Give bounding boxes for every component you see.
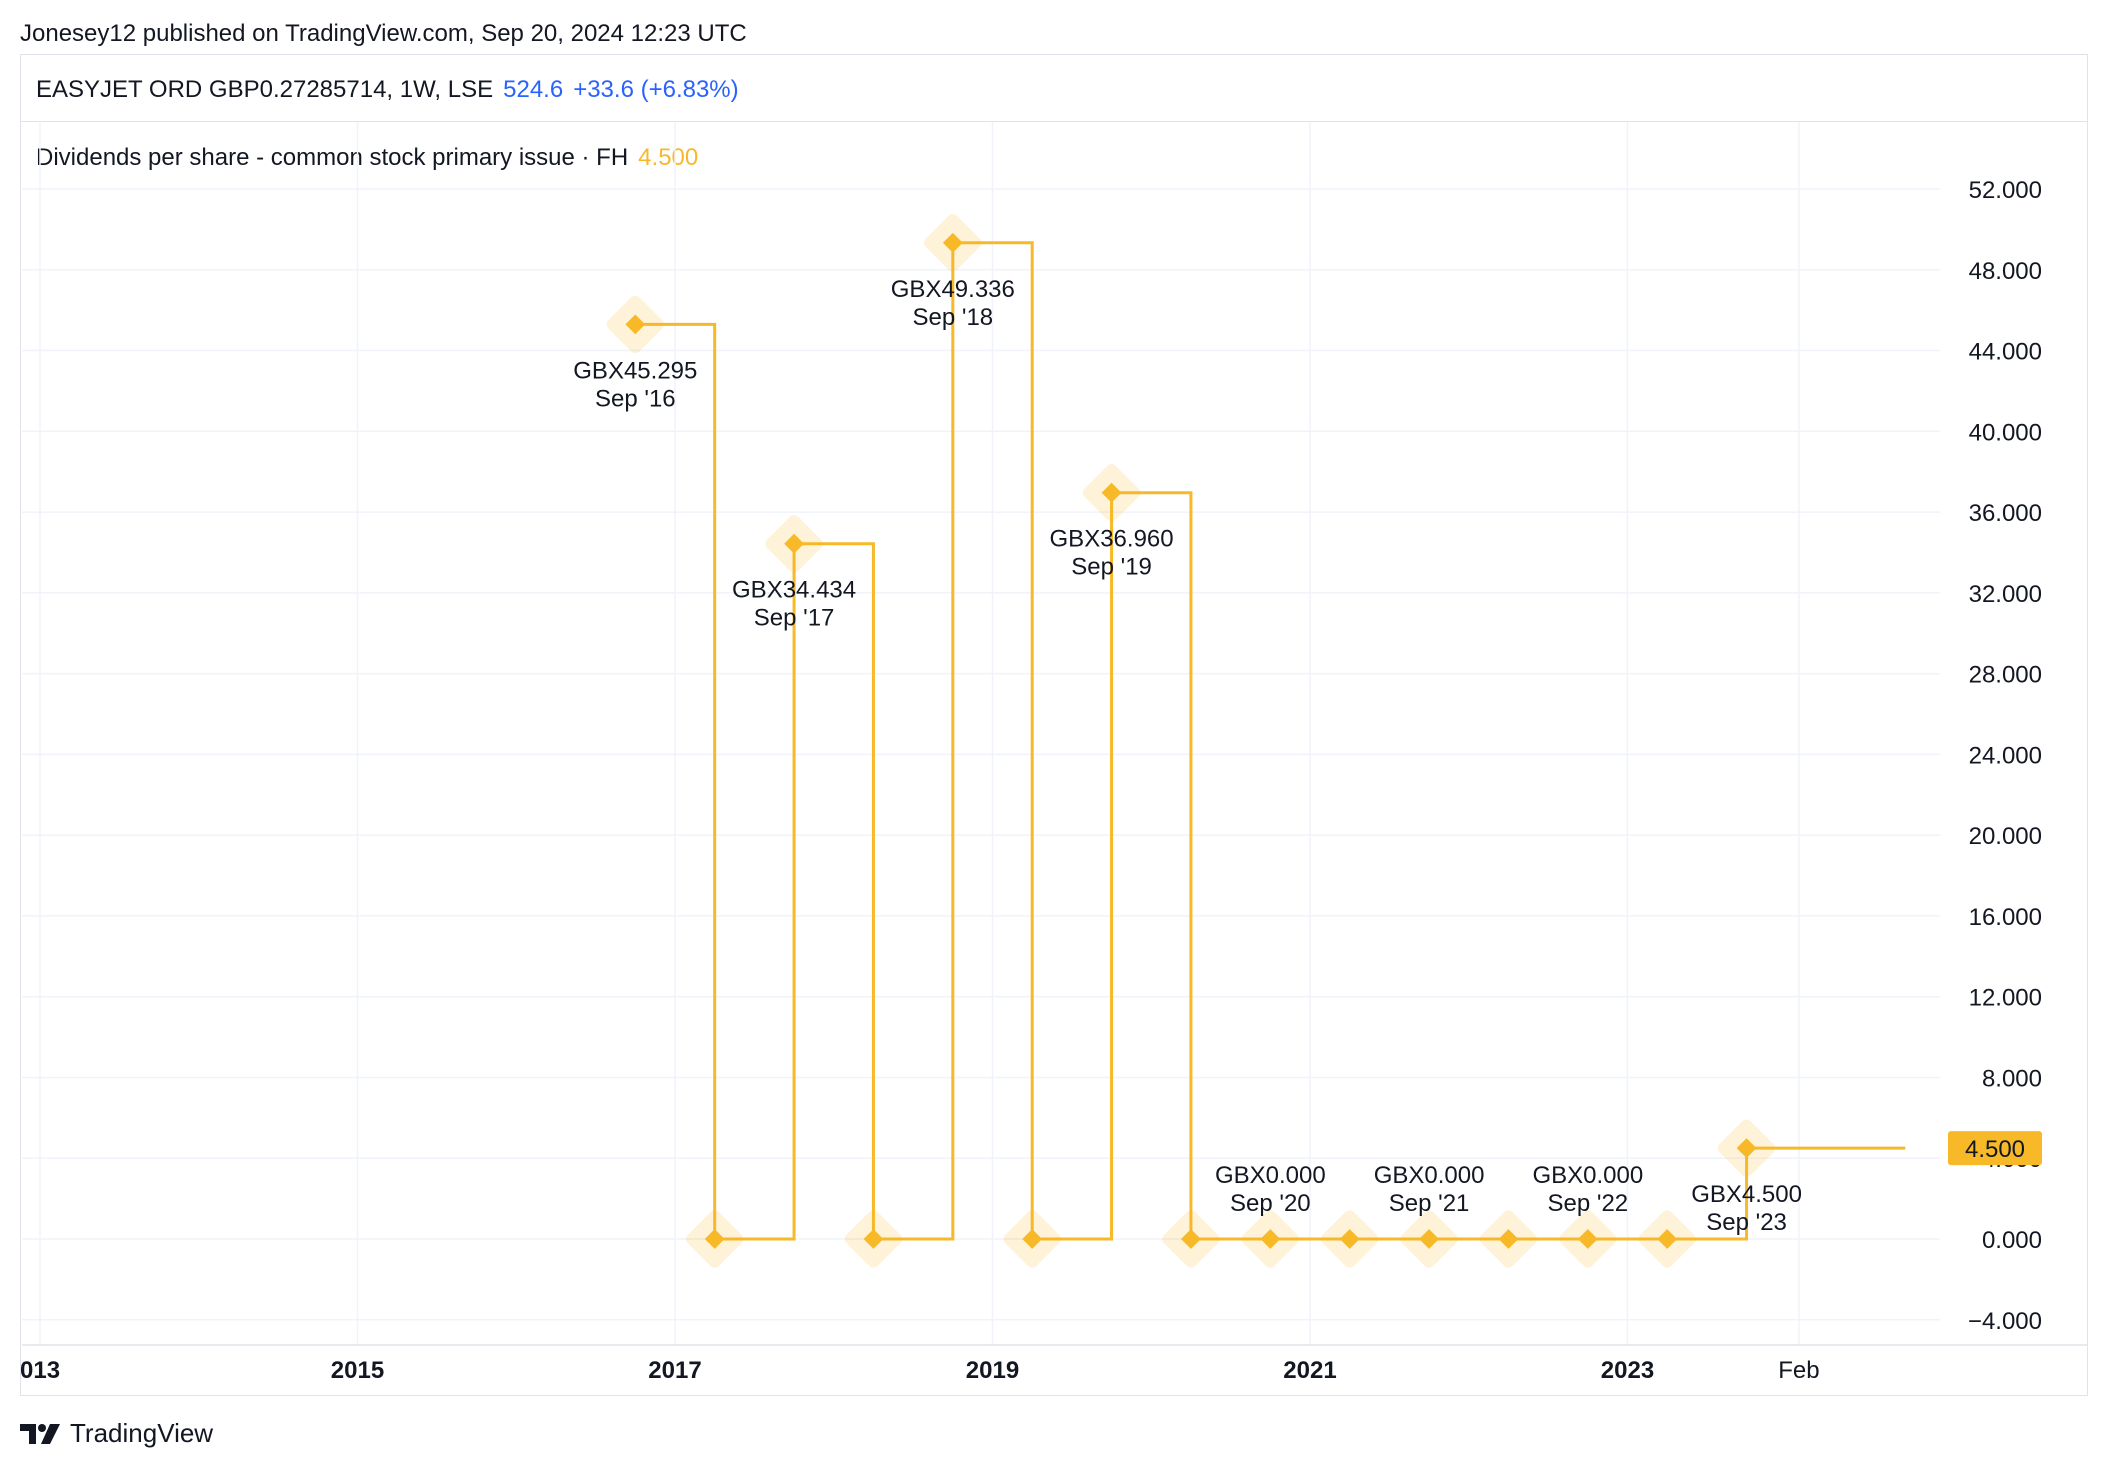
annotation-date: Sep '16 xyxy=(595,385,676,412)
indicator-value: 4.500 xyxy=(638,144,699,171)
x-tick-label: 2017 xyxy=(648,1357,701,1384)
annotation-value: GBX4.500 xyxy=(1691,1181,1802,1208)
annotation-value: GBX0.000 xyxy=(1374,1162,1485,1189)
annotation-date: Sep '22 xyxy=(1547,1190,1628,1217)
data-point xyxy=(784,533,804,554)
grid-lines xyxy=(22,122,1940,1345)
y-tick-label: 28.000 xyxy=(1969,662,2042,689)
y-axis: 52.000 48.000 44.000 40.000 36.000 32.000 28.0… xyxy=(1968,177,2042,1335)
data-point xyxy=(625,314,646,335)
tradingview-brand: TradingView xyxy=(70,1418,214,1448)
symbol-change: +33.6 (+6.83%) xyxy=(573,76,739,103)
symbol-bar: EASYJET ORD GBP0.27285714, 1W, LSE 524.6 +… xyxy=(20,54,2088,122)
y-tick-label: 48.000 xyxy=(1969,258,2042,285)
x-tick-label: 013 xyxy=(20,1357,60,1384)
y-tick-label: 36.000 xyxy=(1969,500,2042,527)
y-tick-label: −4.000 xyxy=(1968,1308,2042,1335)
tradingview-logo[interactable]: TradingView xyxy=(20,1418,213,1449)
annotation-value: GBX0.000 xyxy=(1532,1162,1643,1189)
data-point xyxy=(704,1229,725,1249)
y-tick-label: 40.000 xyxy=(1969,419,2042,446)
data-point xyxy=(1577,1229,1598,1249)
x-tick-label: 2015 xyxy=(331,1357,384,1384)
last-price-label-text: 4.500 xyxy=(1965,1136,2025,1163)
y-tick-label: 32.000 xyxy=(1969,581,2042,608)
chart-frame xyxy=(20,54,2088,1396)
data-point xyxy=(1339,1229,1360,1249)
annotation-value: GBX49.336 xyxy=(891,276,1015,303)
indicator-label: Dividends per share - common stock prima… xyxy=(36,144,629,171)
y-tick-label: 44.000 xyxy=(1969,339,2042,366)
last-price-label: 4.500 xyxy=(1948,1131,2042,1166)
x-tick-label: 2023 xyxy=(1601,1357,1654,1384)
annotation-date: Sep '19 xyxy=(1071,554,1152,581)
annotation-value: GBX45.295 xyxy=(573,357,697,384)
data-point xyxy=(1260,1229,1281,1249)
annotation-date: Sep '20 xyxy=(1230,1190,1311,1217)
data-point xyxy=(1181,1229,1201,1249)
y-tick-label: 0.000 xyxy=(1982,1227,2042,1254)
data-point xyxy=(1736,1138,1757,1159)
symbol-price: 524.6 xyxy=(503,76,564,103)
annotation-value: GBX0.000 xyxy=(1215,1162,1326,1189)
annotation-date: Sep '18 xyxy=(912,304,993,331)
y-tick-label: 12.000 xyxy=(1969,985,2042,1012)
y-tick-label: 20.000 xyxy=(1969,823,2042,850)
marker-layer xyxy=(606,214,1776,1268)
annotation-value: GBX34.434 xyxy=(732,577,856,604)
annotation-value: GBX36.960 xyxy=(1050,526,1174,553)
x-tick-label: 2019 xyxy=(966,1357,1019,1384)
data-point xyxy=(1101,482,1122,503)
last-price-label-bg xyxy=(1948,1131,2042,1166)
data-point xyxy=(1022,1229,1043,1249)
symbol-info[interactable]: EASYJET ORD GBP0.27285714, 1W, LSE 524.6 +… xyxy=(36,76,739,104)
data-point xyxy=(1657,1229,1678,1249)
annotation-date: Sep '23 xyxy=(1706,1209,1787,1236)
indicator-legend[interactable]: Dividends per share - common stock prima… xyxy=(36,144,698,172)
data-point xyxy=(1498,1229,1519,1249)
x-axis: 013 2015 2017 2019 2021 2023 Feb xyxy=(20,1344,2088,1384)
data-point xyxy=(863,1229,884,1249)
publish-info: Jonesey12 published on TradingView.com, … xyxy=(20,20,747,47)
y-tick-label: 8.000 xyxy=(1982,1065,2042,1092)
x-tick-label: Feb xyxy=(1778,1357,1819,1384)
annotation-date: Sep '17 xyxy=(754,605,835,632)
series-layer xyxy=(635,241,1906,1241)
y-tick-label: 16.000 xyxy=(1969,904,2042,931)
symbol-name: EASYJET ORD GBP0.27285714, 1W, LSE xyxy=(36,76,494,103)
y-tick-label: 24.000 xyxy=(1969,742,2042,769)
annotation-date: Sep '21 xyxy=(1389,1190,1470,1217)
tradingview-logo-icon xyxy=(20,1423,60,1444)
x-tick-label: 2021 xyxy=(1283,1357,1336,1384)
data-point xyxy=(1419,1229,1439,1249)
y-tick-label: 52.000 xyxy=(1969,177,2042,204)
series-line xyxy=(635,241,1906,1241)
